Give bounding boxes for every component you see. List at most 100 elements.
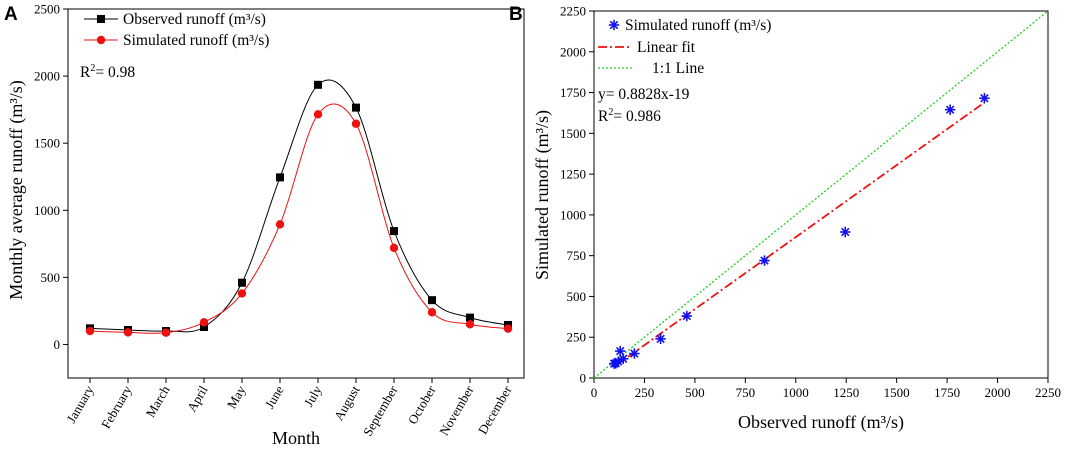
x-tick-label: February xyxy=(98,383,135,432)
y-tick-label: 500 xyxy=(567,289,587,304)
panel-b-letter: B xyxy=(509,4,523,25)
scatter-point xyxy=(979,93,990,104)
simulated-point xyxy=(465,320,475,329)
linear-fit-line xyxy=(613,101,985,368)
y-tick-label: 2500 xyxy=(34,2,60,17)
simulated-point xyxy=(389,243,399,253)
x-tick-label: December xyxy=(475,382,515,436)
scatter-point-stroke xyxy=(980,94,989,103)
identity-line xyxy=(593,10,1049,379)
x-tick-label: 1250 xyxy=(833,385,859,400)
legend-star xyxy=(608,19,620,31)
x-tick-label: 1500 xyxy=(884,385,910,400)
y-tick-label: 2250 xyxy=(560,4,586,19)
scatter-point-stroke xyxy=(760,256,769,265)
y-tick-label: 1000 xyxy=(560,207,586,222)
legend-simulated-marker xyxy=(96,35,106,45)
panel-a-y-axis: 0 500 1000 1500 2000 2500 xyxy=(34,2,68,352)
legend-scatter-label: Simulated runoff (m³/s) xyxy=(625,17,771,34)
scatter-point-stroke xyxy=(615,346,625,356)
legend-observed-label: Observed runoff (m³/s) xyxy=(123,11,266,28)
panel-b-legend: Simulated runoff (m³/s) Linear fit 1:1 L… xyxy=(598,17,771,77)
y-tick-label: 2000 xyxy=(34,69,60,84)
simulated-point xyxy=(85,326,95,336)
legend-star-stroke xyxy=(609,20,619,30)
scatter-point xyxy=(629,348,640,359)
x-tick-label: 1000 xyxy=(783,385,809,400)
simulated-point xyxy=(313,110,323,119)
x-tick-label: November xyxy=(436,382,477,438)
scatter-point-stroke xyxy=(840,227,850,237)
simulated-point xyxy=(123,328,133,337)
y-tick-label: 1000 xyxy=(34,203,60,218)
scatter-point xyxy=(944,104,956,115)
scatter-point xyxy=(681,310,693,322)
panel-a-series xyxy=(85,79,513,337)
x-tick-label: 250 xyxy=(635,385,655,400)
x-tick-label: 0 xyxy=(591,385,598,400)
panel-b-plot-frame xyxy=(593,10,1049,379)
scatter-point-stroke xyxy=(630,349,639,358)
y-tick-label: 1250 xyxy=(560,167,586,182)
series-line-simulated xyxy=(89,103,509,334)
x-tick-label: 750 xyxy=(736,385,756,400)
legend-simulated-label: Simulated runoff (m³/s) xyxy=(123,32,269,49)
scatter-point xyxy=(655,333,666,345)
panel-a-x-axis-title: Month xyxy=(272,428,320,448)
panel-b-x-axis-title: Observed runoff (m³/s) xyxy=(738,412,904,433)
legend-scatter-marker xyxy=(608,19,620,31)
x-tick-label: July xyxy=(301,383,325,410)
y-tick-label: 0 xyxy=(580,371,587,386)
panel-b-points xyxy=(608,93,990,369)
y-tick-label: 500 xyxy=(41,270,61,285)
simulated-point xyxy=(351,119,361,128)
x-tick-label: 2000 xyxy=(985,385,1011,400)
x-tick-label: 2250 xyxy=(1035,385,1061,400)
y-tick-label: 750 xyxy=(567,248,587,263)
panel-a-letter: A xyxy=(4,4,18,25)
observed-point xyxy=(466,313,474,322)
panel-b: B 0 250 500 750 1000 1250 1500 1750 2000 2250 0 25… xyxy=(509,4,1061,434)
simulated-point xyxy=(427,308,437,317)
x-tick-label: March xyxy=(143,383,173,420)
panel-a-r2-annotation: R2= 0.98 xyxy=(80,63,135,81)
scatter-point xyxy=(759,255,770,266)
observed-point xyxy=(428,296,436,305)
simulated-point xyxy=(199,318,209,327)
simulated-point xyxy=(237,289,247,298)
x-tick-label: April xyxy=(184,383,211,415)
x-tick-label: January xyxy=(63,383,96,426)
panel-b-x-axis: 0 250 500 750 1000 1250 1500 1750 2000 2250 xyxy=(591,378,1061,400)
scatter-point xyxy=(618,353,629,364)
x-tick-label: 500 xyxy=(685,385,705,400)
legend-identity-label: 1:1 Line xyxy=(652,60,704,77)
panel-b-y-axis-title: Simulated runoff (m³/s) xyxy=(532,110,553,280)
legend-fit-label: Linear fit xyxy=(637,39,696,56)
y-tick-label: 1500 xyxy=(560,126,586,141)
simulated-point xyxy=(161,328,171,337)
x-tick-label: October xyxy=(405,382,439,426)
panel-a-plot-frame xyxy=(67,8,525,379)
scatter-point-stroke xyxy=(682,311,692,321)
x-tick-label: May xyxy=(224,383,249,412)
simulated-point xyxy=(503,324,513,333)
observed-point xyxy=(352,103,360,112)
panel-b-y-axis: 0 250 500 750 1000 1250 1500 1750 2000 2250 xyxy=(560,4,594,386)
observed-point xyxy=(314,80,322,89)
y-tick-label: 2000 xyxy=(560,44,586,59)
panel-b-r2-annotation: R2= 0.986 xyxy=(598,107,661,125)
scatter-point xyxy=(840,226,851,238)
panel-a-legend: Observed runoff (m³/s) Simulated runoff … xyxy=(84,11,269,49)
y-tick-label: 250 xyxy=(567,330,587,345)
scatter-point-stroke xyxy=(619,354,628,363)
panel-b-equation: y= 0.8828x-19 xyxy=(598,86,690,103)
scatter-point xyxy=(615,345,626,357)
y-tick-label: 1500 xyxy=(34,136,60,151)
observed-point xyxy=(390,227,398,236)
observed-point xyxy=(276,173,284,182)
legend-observed-marker xyxy=(97,15,105,23)
y-tick-label: 1750 xyxy=(560,85,586,100)
simulated-point xyxy=(275,220,285,229)
